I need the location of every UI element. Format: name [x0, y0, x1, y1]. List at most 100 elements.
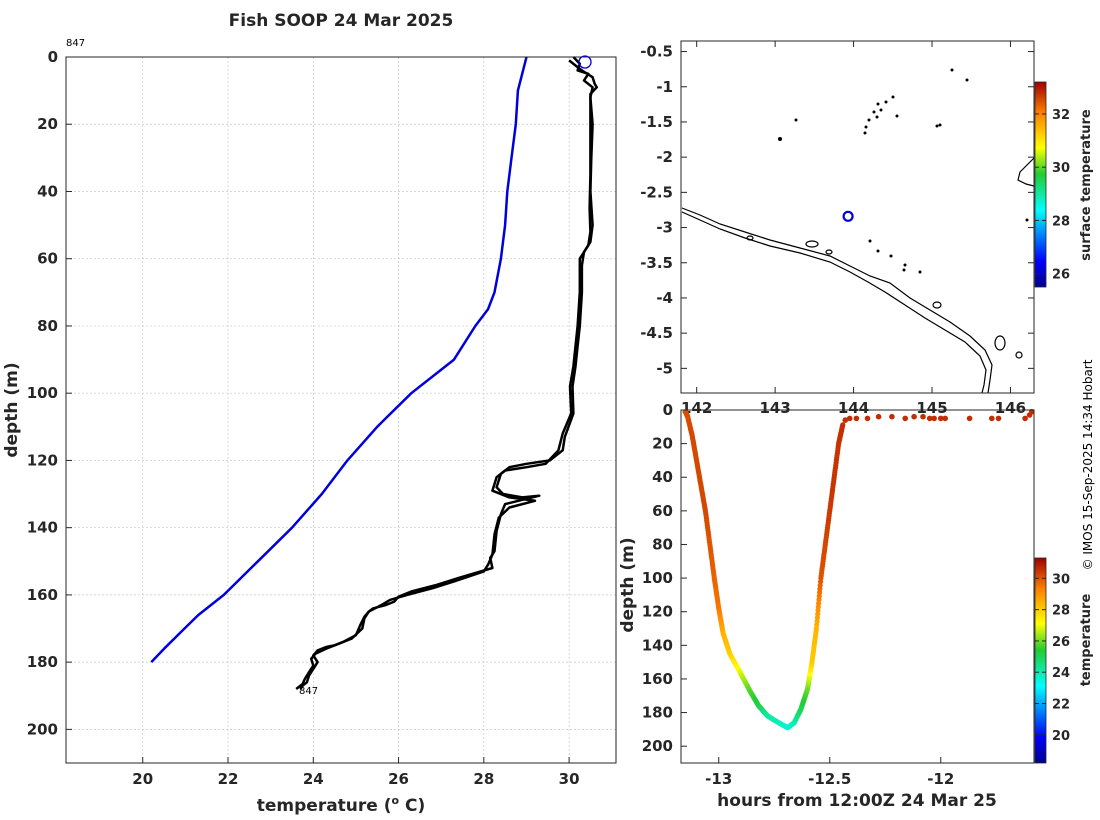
surface-temperature-colorbar-label: surface temperature [1079, 109, 1094, 261]
track-y-tick-label: 40 [652, 468, 673, 486]
profile-x-ticks: 20 22 24 26 28 30 [132, 757, 580, 788]
track-y-tick-label: 120 [642, 603, 673, 621]
colorbar-tick-label: 28 [1052, 214, 1070, 229]
island-dots [778, 68, 1029, 274]
profile-x-label-main: temperature ( [257, 796, 392, 816]
track-y-tick-label: 80 [652, 535, 673, 553]
x-tick-label: 24 [303, 770, 324, 788]
island-dot [1025, 218, 1029, 222]
island-dot [918, 270, 922, 274]
island-dot [867, 118, 871, 122]
coastline-south [681, 211, 987, 394]
track-y-tick-label: 160 [642, 670, 673, 688]
map-axes-box [680, 40, 1035, 394]
map-lat-tick-label: -5 [656, 359, 673, 377]
x-tick-label: 26 [388, 770, 409, 788]
y-tick-label: 40 [37, 182, 58, 200]
y-tick-label: 120 [27, 451, 58, 469]
track-y-tick-label: 0 [663, 401, 673, 419]
profile-x-label: temperature (o C) [257, 794, 426, 816]
map-lat-tick-label: -1.5 [640, 113, 673, 131]
track-y-tick-label: 100 [642, 569, 673, 587]
island-dot [903, 263, 907, 267]
colorbar-tick-label: 20 [1052, 729, 1070, 744]
colorbar-tick-label: 26 [1052, 635, 1070, 650]
track-point [840, 422, 846, 428]
map-ticks: -0.5 -1 -1.5 -2 -2.5 -3 -3.5 -4 -4.5 -5 142 143 144 1… [640, 41, 1034, 417]
map-lat-tick-label: -4 [656, 289, 673, 307]
profile-grid [66, 56, 616, 763]
colorbar-tick-label: 22 [1052, 698, 1070, 713]
y-tick-label: 100 [27, 384, 58, 402]
series-line-profile-down [299, 56, 594, 690]
track-y-tick-label: 180 [642, 704, 673, 722]
series-line-profile-up [295, 59, 599, 690]
island-dot [868, 239, 872, 243]
island [994, 335, 1006, 351]
island-dot [794, 118, 798, 122]
track-x-label: hours from 12:00Z 24 Mar 25 [717, 791, 997, 811]
temperature-colorbar-label: temperature [1079, 594, 1094, 687]
colorbar-tick-label: 24 [1052, 666, 1070, 681]
map-lon-tick-label: 143 [759, 399, 790, 417]
island [746, 235, 754, 241]
track-x-ticks: -13 -12.5 -12 [705, 757, 954, 788]
track-y-tick-label: 20 [652, 435, 673, 453]
track-y-tick-label: 200 [642, 737, 673, 755]
map-lon-tick-label: 145 [916, 399, 947, 417]
profile-y-label: depth (m) [2, 362, 22, 457]
map-lon-tick-label: 142 [681, 399, 712, 417]
map-lat-tick-label: -2 [656, 148, 673, 166]
profile-x-label-sup: o [392, 794, 400, 807]
surface-temperature-colorbar [1034, 81, 1047, 288]
island-dot [879, 108, 883, 112]
track-x-tick-label: -13 [705, 770, 732, 788]
surface-point [902, 415, 908, 422]
track-axes-box [680, 409, 1035, 764]
island-dot [876, 249, 880, 253]
surface-temperature-colorbar-ticks: 26 28 30 32 [1035, 108, 1070, 283]
island-dot [778, 137, 782, 141]
y-tick-label: 160 [27, 586, 58, 604]
surface-point [846, 415, 853, 422]
profile-y-ticks: 0 20 40 60 80 100 120 140 160 180 200 [27, 48, 72, 738]
island-dot [875, 115, 879, 119]
surface-point [938, 415, 944, 422]
map-lon-tick-label: 144 [838, 399, 869, 417]
surface-point [920, 413, 926, 420]
island-dot [950, 68, 954, 72]
island-dot [876, 102, 880, 106]
y-tick-label: 20 [37, 115, 58, 133]
surface-point [842, 417, 849, 423]
island-dot [884, 100, 888, 104]
map-lat-tick-label: -2.5 [640, 183, 673, 201]
ship-location-marker [842, 210, 854, 222]
island-dot [895, 114, 899, 118]
map-lat-tick-label: -3.5 [640, 254, 673, 272]
colorbar-tick-label: 30 [1052, 161, 1070, 176]
track-y-tick-label: 140 [642, 636, 673, 654]
island-dot [938, 123, 942, 127]
x-tick-label: 22 [218, 770, 239, 788]
track-y-tick-label: 60 [652, 502, 673, 520]
map-lat-tick-label: -3 [656, 219, 673, 237]
surface-point [864, 415, 871, 422]
coastline [681, 157, 1035, 394]
figure-title: Fish SOOP 24 Mar 2025 [229, 11, 454, 31]
island-dot [891, 95, 895, 99]
track-y-ticks: 0 20 40 60 80 100 120 140 160 180 200 [642, 401, 687, 755]
surface-point [875, 413, 882, 420]
island-dot [872, 110, 876, 114]
y-tick-label: 0 [48, 48, 58, 66]
coastline-east [1017, 157, 1035, 187]
colorbar-tick-label: 28 [1052, 604, 1070, 619]
y-tick-label: 180 [27, 653, 58, 671]
island-dot [965, 78, 969, 82]
surface-point [853, 415, 860, 422]
island-dot [864, 125, 868, 129]
temperature-colorbar-ticks: 20 22 24 26 28 30 [1035, 572, 1070, 744]
track-y-label: depth (m) [618, 537, 638, 632]
track-x-tick-label: -12.5 [808, 770, 851, 788]
island-dot [889, 254, 893, 258]
